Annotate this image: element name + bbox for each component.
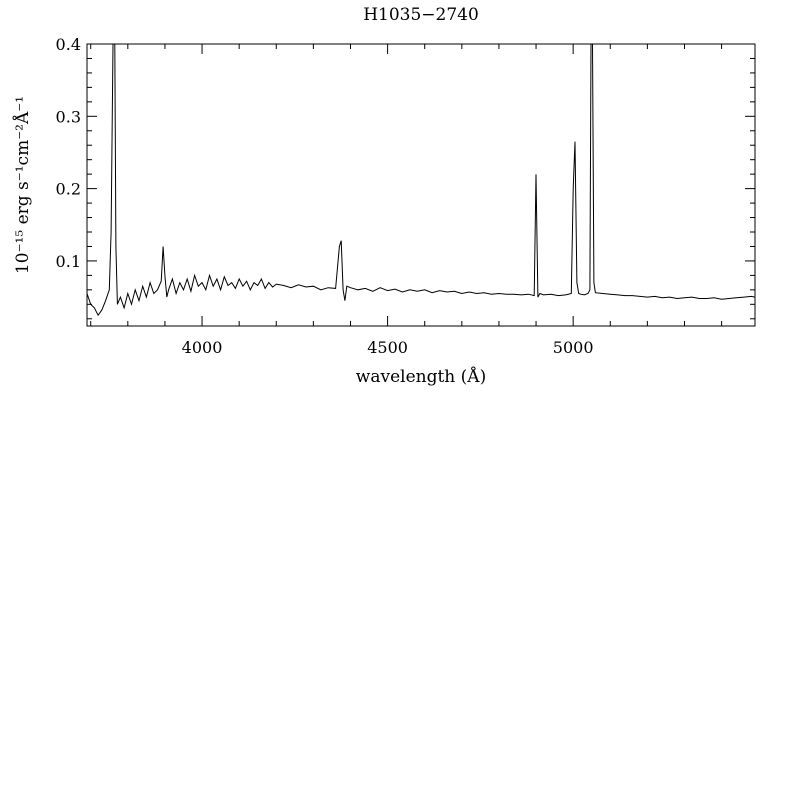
x-tick-label: 5000: [553, 338, 594, 357]
y-tick-label: 0.1: [56, 252, 81, 271]
x-axis-label: wavelength (Å): [356, 366, 486, 387]
chart-title: H1035−2740: [363, 5, 479, 25]
y-tick-label: 0.2: [56, 180, 81, 199]
x-tick-label: 4500: [367, 338, 408, 357]
y-tick-label: 0.4: [56, 35, 81, 54]
plot-frame: [86, 43, 756, 327]
x-tick-label: 4000: [182, 338, 223, 357]
y-axis-ticks: 0.1 0.2 0.3 0.4: [56, 35, 755, 320]
y-tick-label: 0.3: [56, 107, 81, 126]
x-axis-ticks: 4000 4500 5000: [90, 44, 723, 357]
y-axis-label: 10⁻¹⁵ erg s⁻¹cm⁻²Å⁻¹: [12, 96, 33, 274]
spectrum-series: [86, 43, 756, 317]
spectrum-line: [86, 43, 756, 317]
